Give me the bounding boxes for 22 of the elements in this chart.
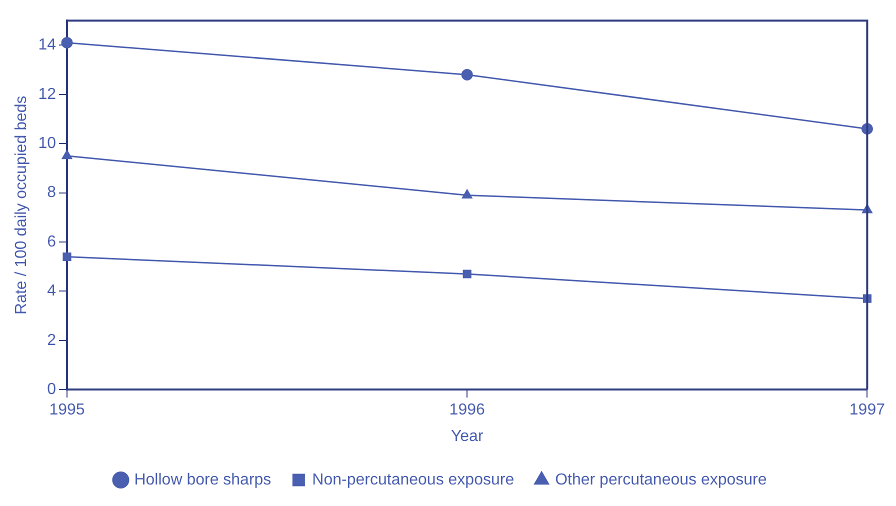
y-tick-label: 10: [38, 135, 56, 152]
legend-label: Non-percutaneous exposure: [312, 471, 514, 488]
point: [62, 252, 72, 262]
x-tick-label: 1997: [849, 402, 886, 419]
x-tick-label: 1996: [449, 402, 485, 419]
y-tick-label: 14: [38, 36, 56, 54]
point: [61, 36, 73, 48]
y-axis-title: Rate / 100 daily occupied beds: [13, 96, 30, 315]
point: [462, 190, 472, 199]
point: [462, 270, 472, 278]
point: [62, 150, 72, 160]
point: [461, 68, 473, 80]
y-tick-label: 0: [47, 381, 56, 398]
x-tick-label: 1995: [49, 402, 85, 419]
legend-label: Hollow bore sharps: [134, 471, 272, 488]
x-axis-title: Year: [450, 428, 484, 445]
y-tick-label: 2: [47, 332, 56, 349]
y-tick-label: 12: [38, 86, 56, 103]
legend-label: Other percutaneous exposure: [555, 471, 767, 488]
y-tick-label: 4: [47, 282, 56, 300]
y-tick-label: 8: [47, 184, 56, 202]
y-tick-label: 6: [47, 233, 56, 250]
